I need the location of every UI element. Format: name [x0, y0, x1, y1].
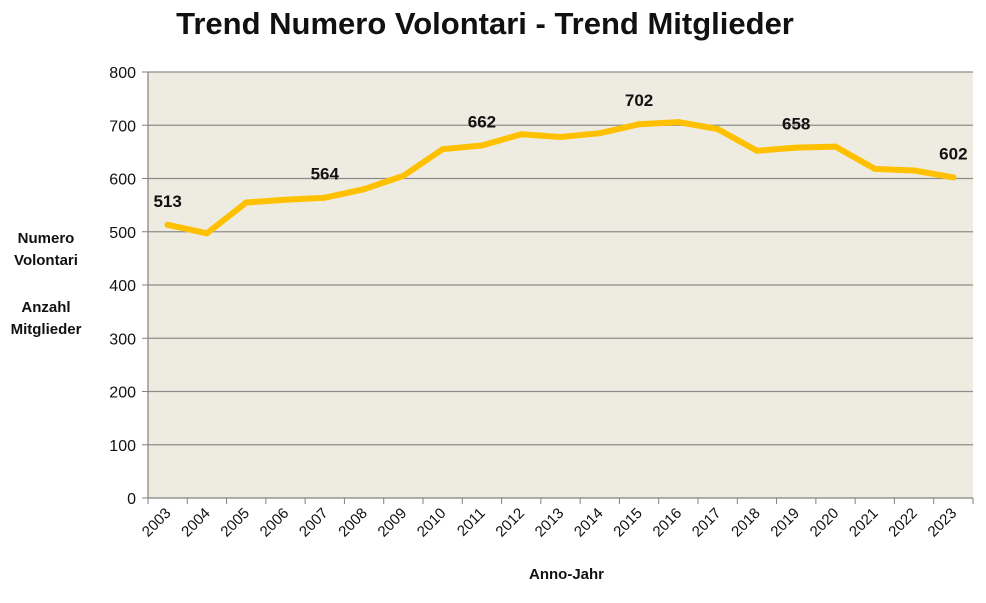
data-point [203, 230, 210, 237]
data-point [675, 119, 682, 126]
data-point [518, 131, 525, 138]
data-label: 658 [782, 115, 810, 134]
y-tick-label: 200 [109, 385, 136, 402]
y-axis-label-german: Anzahl Mitglieder [0, 297, 92, 341]
data-point [557, 133, 564, 140]
data-point [714, 125, 721, 132]
x-tick-label: 2018 [728, 505, 764, 541]
data-point [753, 147, 760, 154]
x-tick-label: 2009 [375, 505, 411, 541]
data-label: 662 [468, 112, 496, 131]
x-tick-label: 2008 [335, 505, 371, 541]
y-tick-label: 700 [109, 118, 136, 135]
x-tick-label: 2012 [492, 505, 528, 541]
x-tick-label: 2004 [178, 505, 214, 541]
y-tick-label: 0 [127, 491, 136, 508]
data-label: 513 [153, 192, 181, 211]
data-point [361, 186, 368, 193]
x-tick-label: 2017 [689, 505, 725, 541]
data-point [164, 221, 171, 228]
x-tick-label: 2015 [610, 505, 646, 541]
y-tick-label: 400 [109, 278, 136, 295]
x-tick-label: 2021 [846, 505, 882, 541]
y-tick-label: 800 [109, 65, 136, 82]
data-point [478, 142, 485, 149]
y-tick-label: 500 [109, 225, 136, 242]
x-tick-label: 2013 [532, 505, 568, 541]
x-tick-label: 2011 [454, 505, 489, 540]
y-tick-label: 300 [109, 331, 136, 348]
x-tick-label: 2010 [414, 505, 450, 541]
data-point [871, 165, 878, 172]
x-tick-label: 2006 [257, 505, 293, 541]
y-axis-label-line: Volontari [14, 252, 78, 269]
data-label: 702 [625, 91, 653, 110]
y-tick-label: 100 [109, 438, 136, 455]
data-point [911, 167, 918, 174]
x-tick-label: 2020 [807, 505, 843, 541]
data-point [596, 130, 603, 137]
data-point [243, 199, 250, 206]
x-axis-label: Anno-Jahr [529, 566, 604, 583]
x-tick-label: 2005 [217, 505, 253, 541]
data-point [636, 121, 643, 128]
y-axis-label-line: Numero [17, 230, 75, 247]
data-point [793, 144, 800, 151]
data-point [439, 146, 446, 153]
y-axis-label-line: Anzahl [21, 299, 71, 316]
y-tick-label: 600 [109, 172, 136, 189]
x-tick-label: 2014 [571, 505, 607, 541]
data-label: 564 [311, 165, 340, 184]
data-point [832, 143, 839, 150]
x-tick-label: 2003 [139, 505, 175, 541]
y-axis-label-line: Mitglieder [10, 321, 82, 338]
chart-title: Trend Numero Volontari - Trend Mitgliede… [176, 6, 794, 41]
y-axis-label-italian: Numero Volontari [0, 228, 92, 272]
data-label: 602 [939, 144, 967, 163]
x-tick-label: 2022 [885, 505, 921, 541]
data-point [950, 174, 957, 181]
data-point [282, 196, 289, 203]
x-tick-label: 2023 [925, 505, 961, 541]
x-tick-label: 2019 [767, 505, 803, 541]
data-point [400, 172, 407, 179]
x-tick-label: 2007 [296, 505, 332, 541]
data-point [321, 194, 328, 201]
x-tick-label: 2016 [650, 505, 686, 541]
